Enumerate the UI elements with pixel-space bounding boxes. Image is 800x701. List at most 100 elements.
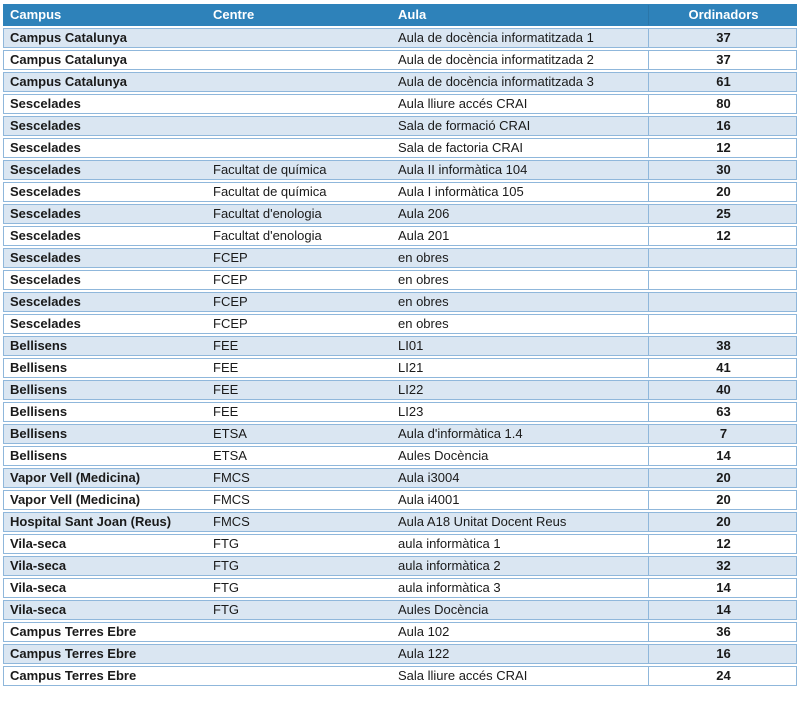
cell-ordinadors: 16 [648,117,796,135]
cell-campus: Vila-seca [10,558,67,573]
table-row: Bellisens FEE LI23 63 [3,402,797,422]
cell-aula: aula informàtica 3 [398,580,501,595]
cell-centre [207,645,392,663]
cell-ordinadors: 80 [648,95,796,113]
cell-campus: Campus Catalunya [10,30,128,45]
cell-campus: Vapor Vell (Medicina) [10,470,141,485]
cell-ordinadors: 14 [648,447,796,465]
cell-centre: Facultat de química [213,162,327,177]
cell-centre: FMCS [213,492,250,507]
cell-ordinadors: 12 [648,139,796,157]
cell-centre: Facultat d'enologia [213,206,322,221]
table-row: Sescelades FCEP en obres [3,248,797,268]
cell-aula: LI21 [398,360,424,375]
cell-centre [207,117,392,135]
cell-campus: Campus Terres Ebre [10,624,137,639]
cell-centre: FCEP [213,272,248,287]
cell-aula: en obres [398,316,449,331]
table-body: Campus Catalunya Aula de docència inform… [3,28,797,686]
column-header-centre: Centre [213,7,255,22]
cell-aula: Aules Docència [398,602,489,617]
cell-centre: FEE [213,382,239,397]
cell-ordinadors: 61 [648,73,796,91]
cell-ordinadors: 14 [648,579,796,597]
table-row: Sescelades Facultat de química Aula II i… [3,160,797,180]
cell-centre: FEE [213,404,239,419]
table-row: Sescelades FCEP en obres [3,314,797,334]
cell-aula: Sala de factoria CRAI [398,140,524,155]
cell-campus: Vapor Vell (Medicina) [10,492,141,507]
cell-centre [207,667,392,685]
table-row: Vapor Vell (Medicina) FMCS Aula i4001 20 [3,490,797,510]
cell-ordinadors: 20 [648,513,796,531]
cell-aula: aula informàtica 2 [398,558,501,573]
table-row: Bellisens FEE LI01 38 [3,336,797,356]
cell-aula: LI22 [398,382,424,397]
cell-centre [207,29,392,47]
cell-ordinadors: 38 [648,337,796,355]
cell-ordinadors: 32 [648,557,796,575]
cell-centre: Facultat de química [213,184,327,199]
cell-campus: Campus Catalunya [10,74,128,89]
cell-aula: LI23 [398,404,424,419]
cell-ordinadors [648,315,796,333]
cell-ordinadors: 14 [648,601,796,619]
cell-centre [207,139,392,157]
table-row: Vila-seca FTG aula informàtica 3 14 [3,578,797,598]
cell-campus: Sescelades [10,140,81,155]
cell-aula: Aula i4001 [398,492,460,507]
cell-ordinadors: 25 [648,205,796,223]
table-row: Campus Terres Ebre Aula 122 16 [3,644,797,664]
cell-campus: Bellisens [10,360,68,375]
cell-aula: Aula i3004 [398,470,460,485]
cell-ordinadors: 40 [648,381,796,399]
cell-centre: FTG [213,580,239,595]
cell-ordinadors: 24 [648,667,796,685]
cell-ordinadors: 7 [648,425,796,443]
cell-ordinadors: 12 [648,227,796,245]
table-row: Vila-seca FTG Aules Docència 14 [3,600,797,620]
cell-aula: Aula II informàtica 104 [398,162,528,177]
cell-aula: LI01 [398,338,424,353]
cell-ordinadors: 16 [648,645,796,663]
cell-campus: Bellisens [10,404,68,419]
cell-ordinadors [648,271,796,289]
cell-centre: FCEP [213,250,248,265]
cell-campus: Sescelades [10,96,81,111]
cell-ordinadors: 36 [648,623,796,641]
cell-centre [207,73,392,91]
table-row: Campus Catalunya Aula de docència inform… [3,28,797,48]
cell-ordinadors: 20 [648,469,796,487]
cell-campus: Bellisens [10,448,68,463]
table-row: Bellisens ETSA Aula d'informàtica 1.4 7 [3,424,797,444]
cell-campus: Sescelades [10,272,81,287]
cell-campus: Sescelades [10,162,81,177]
table-row: Vila-seca FTG aula informàtica 1 12 [3,534,797,554]
cell-aula: en obres [398,272,449,287]
table-row: Bellisens ETSA Aules Docència 14 [3,446,797,466]
table-row: Campus Catalunya Aula de docència inform… [3,72,797,92]
cell-centre: FEE [213,338,239,353]
cell-ordinadors: 20 [648,491,796,509]
cell-campus: Bellisens [10,382,68,397]
cell-ordinadors: 63 [648,403,796,421]
table-row: Sescelades Facultat d'enologia Aula 201 … [3,226,797,246]
cell-campus: Campus Catalunya [10,52,128,67]
table-row: Sescelades FCEP en obres [3,292,797,312]
cell-aula: Aules Docència [398,448,489,463]
cell-centre: FMCS [213,470,250,485]
cell-aula: Aula A18 Unitat Docent Reus [398,514,567,529]
table-row: Campus Terres Ebre Aula 102 36 [3,622,797,642]
cell-campus: Sescelades [10,250,81,265]
column-header-campus: Campus [10,7,62,22]
cell-aula: Aula lliure accés CRAI [398,96,528,111]
table-row: Hospital Sant Joan (Reus) FMCS Aula A18 … [3,512,797,532]
cell-campus: Vila-seca [10,580,67,595]
cell-centre: FCEP [213,294,248,309]
cell-aula: Aula 201 [398,228,450,243]
table-row: Vapor Vell (Medicina) FMCS Aula i3004 20 [3,468,797,488]
cell-campus: Sescelades [10,228,81,243]
cell-centre: FTG [213,602,239,617]
cell-campus: Sescelades [10,184,81,199]
